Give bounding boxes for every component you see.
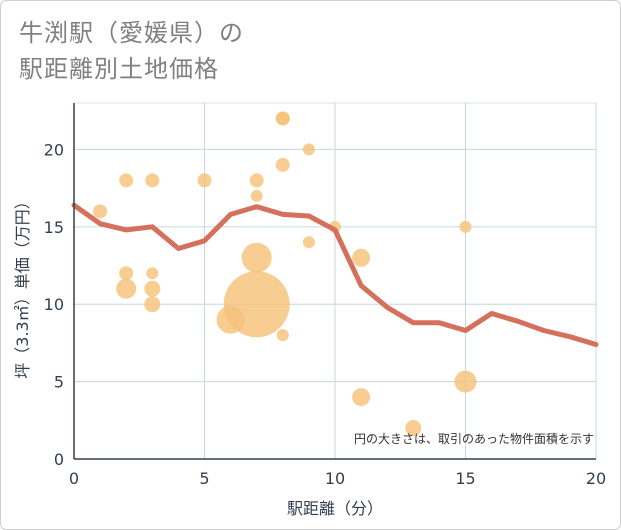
bubble-point — [241, 242, 272, 273]
bubble-point — [145, 173, 160, 188]
bubble-point — [405, 420, 422, 437]
y-tick-label: 10 — [44, 295, 64, 314]
bubble-size-note: 円の大きさは、取引のあった物件面積を示す — [354, 431, 594, 446]
bubble-point — [275, 111, 290, 126]
x-tick-label: 20 — [586, 469, 606, 488]
bubble-point — [197, 173, 212, 188]
y-axis-title: 坪（3.3㎡）単価（万円） — [13, 193, 32, 378]
bubble-point — [249, 173, 264, 188]
x-tick-label: 15 — [455, 469, 475, 488]
bubble-point — [459, 220, 472, 233]
x-tick-label: 10 — [325, 469, 345, 488]
bubble-point — [116, 278, 137, 299]
y-tick-label: 20 — [44, 140, 64, 159]
y-tick-label: 15 — [44, 218, 64, 237]
bubble-point — [302, 143, 315, 156]
y-tick-label: 0 — [54, 450, 64, 469]
bubble-point — [454, 370, 477, 393]
x-axis-title: 駅距離（分） — [287, 499, 383, 518]
bubble-series — [93, 111, 477, 437]
bubble-point — [302, 236, 315, 249]
chart-title: 牛渕駅（愛媛県）の 駅距離別土地価格 — [19, 15, 244, 87]
bubble-point — [216, 305, 245, 334]
bubble-point — [144, 296, 161, 313]
bubble-point — [119, 266, 134, 281]
bubble-point — [146, 267, 159, 280]
bubble-point — [352, 248, 371, 267]
chart-title-line2: 駅距離別土地価格 — [19, 55, 219, 83]
bubble-point — [276, 329, 289, 342]
bubble-point — [144, 280, 161, 297]
bubble-point — [250, 189, 263, 202]
bubble-point — [119, 173, 134, 188]
axes: 0 5 10 15 20 0 5 10 15 20 — [44, 103, 606, 488]
trend-line-series — [71, 202, 599, 347]
average-price-line — [71, 202, 599, 347]
bubble-point — [352, 388, 371, 407]
x-tick-label: 5 — [199, 469, 209, 488]
chart-title-line1: 牛渕駅（愛媛県）の — [19, 19, 244, 47]
y-tick-label: 5 — [54, 373, 64, 392]
bubble-point — [93, 204, 108, 219]
bubble-point — [275, 157, 290, 172]
x-tick-label: 0 — [69, 469, 79, 488]
